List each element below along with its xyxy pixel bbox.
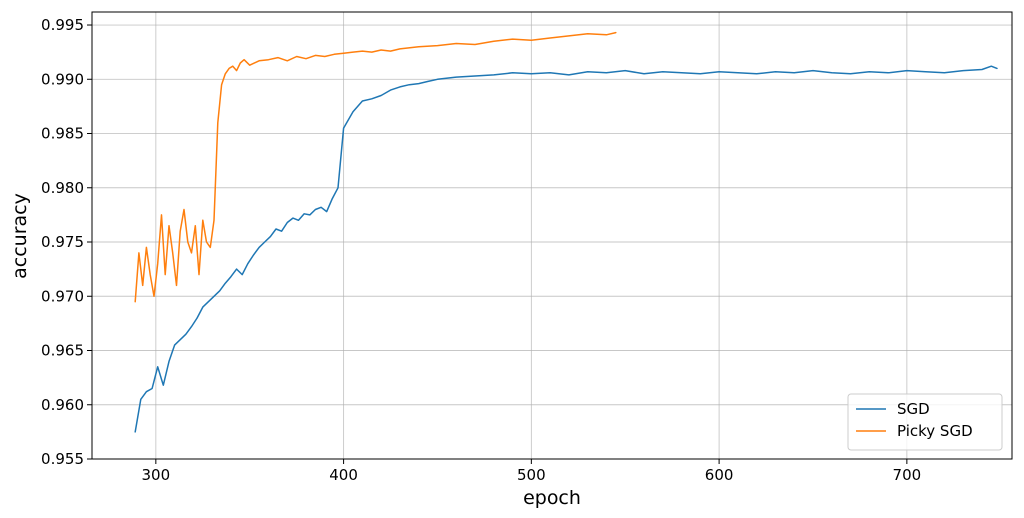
y-tick-label: 0.990 bbox=[41, 70, 84, 88]
y-tick-label: 0.955 bbox=[41, 450, 84, 468]
y-tick: 0.995 bbox=[41, 16, 92, 34]
y-tick: 0.955 bbox=[41, 450, 92, 468]
y-tick-label: 0.980 bbox=[41, 179, 84, 197]
y-tick: 0.975 bbox=[41, 233, 92, 251]
x-tick: 700 bbox=[893, 459, 922, 484]
y-tick: 0.985 bbox=[41, 125, 92, 143]
legend: SGD Picky SGD bbox=[847, 393, 1003, 451]
y-tick: 0.970 bbox=[41, 287, 92, 305]
x-tick: 500 bbox=[517, 459, 546, 484]
y-tick-label: 0.995 bbox=[41, 16, 84, 34]
axes-frame bbox=[91, 11, 1013, 460]
legend-item-sgd: SGD bbox=[856, 400, 930, 418]
y-tick-label: 0.965 bbox=[41, 342, 84, 360]
x-tick-label: 600 bbox=[705, 466, 734, 484]
y-tick-label: 0.985 bbox=[41, 125, 84, 143]
legend-item-picky-sgd: Picky SGD bbox=[856, 422, 973, 440]
x-axis-label: epoch bbox=[523, 487, 581, 509]
y-tick-label: 0.960 bbox=[41, 396, 84, 414]
y-tick-label: 0.970 bbox=[41, 287, 84, 305]
y-tick-label: 0.975 bbox=[41, 233, 84, 251]
series-line-sgd bbox=[134, 65, 998, 433]
x-tick-label: 300 bbox=[142, 466, 171, 484]
x-tick: 300 bbox=[142, 459, 171, 484]
y-axis: 0.955 0.960 0.965 0.970 0.975 0.980 0.985 0.990… bbox=[41, 16, 92, 468]
legend-label-sgd: SGD bbox=[897, 400, 930, 418]
legend-label-picky-sgd: Picky SGD bbox=[897, 422, 973, 440]
series-line-picky-sgd bbox=[134, 31, 617, 303]
y-tick: 0.980 bbox=[41, 179, 92, 197]
y-tick: 0.965 bbox=[41, 342, 92, 360]
grid bbox=[92, 12, 1012, 460]
x-axis: 300 400 500 600 700 bbox=[142, 459, 922, 484]
x-tick-label: 500 bbox=[517, 466, 546, 484]
x-tick: 600 bbox=[705, 459, 734, 484]
x-tick-label: 400 bbox=[329, 466, 358, 484]
y-axis-label: accuracy bbox=[9, 193, 31, 279]
y-tick: 0.960 bbox=[41, 396, 92, 414]
y-tick: 0.990 bbox=[41, 70, 92, 88]
x-tick: 400 bbox=[329, 459, 358, 484]
plot-area bbox=[134, 31, 998, 433]
legend-frame bbox=[847, 393, 1003, 451]
x-tick-label: 700 bbox=[893, 466, 922, 484]
